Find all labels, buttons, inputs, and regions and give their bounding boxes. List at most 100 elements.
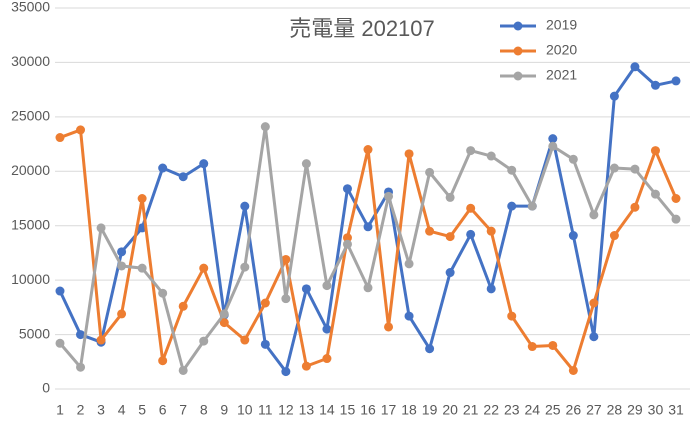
legend-marker bbox=[513, 71, 523, 81]
data-point bbox=[219, 309, 229, 319]
data-point bbox=[96, 223, 106, 233]
y-tick-label: 35000 bbox=[11, 0, 50, 15]
data-point bbox=[342, 233, 352, 243]
data-point bbox=[240, 262, 250, 272]
x-tick-label: 13 bbox=[299, 402, 315, 418]
data-point bbox=[589, 332, 599, 342]
data-point bbox=[260, 339, 270, 349]
data-point bbox=[384, 191, 394, 201]
x-tick-label: 27 bbox=[586, 402, 602, 418]
data-point bbox=[322, 324, 332, 334]
data-point bbox=[178, 301, 188, 311]
data-point bbox=[76, 330, 86, 340]
data-point bbox=[650, 189, 660, 199]
x-tick-label: 24 bbox=[524, 402, 540, 418]
x-tick-label: 22 bbox=[483, 402, 499, 418]
data-point bbox=[199, 159, 209, 169]
y-tick-label: 30000 bbox=[11, 53, 50, 69]
data-point bbox=[363, 283, 373, 293]
data-point bbox=[158, 288, 168, 298]
data-point bbox=[178, 172, 188, 182]
data-point bbox=[650, 80, 660, 90]
data-point bbox=[671, 76, 681, 86]
data-point bbox=[425, 226, 435, 236]
data-point bbox=[589, 210, 599, 220]
data-point bbox=[117, 261, 127, 271]
data-point bbox=[322, 354, 332, 364]
x-tick-label: 15 bbox=[340, 402, 356, 418]
y-tick-label: 15000 bbox=[11, 216, 50, 232]
data-point bbox=[219, 318, 229, 328]
data-point bbox=[260, 298, 270, 308]
data-point bbox=[548, 340, 558, 350]
data-point bbox=[507, 311, 517, 321]
data-point bbox=[609, 163, 619, 173]
data-point bbox=[466, 203, 476, 213]
x-tick-label: 28 bbox=[607, 402, 623, 418]
data-point bbox=[260, 122, 270, 132]
x-tick-label: 29 bbox=[627, 402, 643, 418]
data-point bbox=[199, 336, 209, 346]
legend-label: 2021 bbox=[546, 67, 577, 83]
data-point bbox=[404, 311, 414, 321]
data-point bbox=[301, 284, 311, 294]
data-point bbox=[568, 365, 578, 375]
data-point bbox=[55, 286, 65, 296]
data-point bbox=[609, 231, 619, 241]
series-line bbox=[58, 65, 677, 374]
data-point bbox=[609, 91, 619, 101]
data-point bbox=[486, 284, 496, 294]
x-tick-label: 31 bbox=[668, 402, 684, 418]
data-point bbox=[568, 154, 578, 164]
data-point bbox=[240, 201, 250, 211]
data-point bbox=[96, 335, 106, 345]
legend-label: 2020 bbox=[546, 42, 577, 58]
data-point bbox=[404, 149, 414, 159]
x-tick-label: 11 bbox=[258, 402, 273, 418]
x-tick-label: 30 bbox=[648, 402, 664, 418]
y-tick-label: 10000 bbox=[11, 271, 50, 287]
data-point bbox=[342, 184, 352, 194]
data-point bbox=[322, 281, 332, 291]
data-point bbox=[55, 133, 65, 143]
data-point bbox=[671, 194, 681, 203]
y-tick-label: 20000 bbox=[11, 162, 50, 178]
x-tick-label: 25 bbox=[545, 402, 561, 418]
x-tick-label: 7 bbox=[179, 402, 187, 418]
data-point bbox=[486, 226, 496, 236]
data-point bbox=[466, 146, 476, 156]
data-point bbox=[384, 322, 394, 332]
data-point bbox=[425, 344, 435, 354]
x-tick-label: 12 bbox=[278, 402, 294, 418]
x-tick-label: 4 bbox=[118, 402, 126, 418]
data-point bbox=[630, 202, 640, 212]
legend-label: 2019 bbox=[546, 17, 577, 33]
x-tick-label: 21 bbox=[463, 402, 479, 418]
y-tick-label: 25000 bbox=[11, 108, 50, 124]
x-tick-label: 5 bbox=[138, 402, 146, 418]
data-point bbox=[425, 167, 435, 177]
data-point bbox=[137, 263, 147, 273]
legend-marker bbox=[513, 46, 523, 56]
x-tick-label: 9 bbox=[220, 402, 228, 418]
data-point bbox=[281, 254, 291, 264]
x-tick-label: 17 bbox=[381, 402, 397, 418]
data-point bbox=[404, 259, 414, 269]
data-point bbox=[589, 298, 599, 308]
data-point bbox=[199, 263, 209, 273]
x-tick-label: 20 bbox=[442, 402, 458, 418]
data-point bbox=[650, 146, 660, 156]
data-point bbox=[281, 294, 291, 304]
data-point bbox=[486, 151, 496, 161]
y-tick-label: 0 bbox=[42, 380, 50, 396]
y-tick-label: 5000 bbox=[19, 325, 50, 341]
data-point bbox=[55, 338, 65, 348]
data-point bbox=[445, 192, 455, 202]
data-point bbox=[568, 231, 578, 241]
x-tick-label: 8 bbox=[200, 402, 208, 418]
x-tick-label: 23 bbox=[504, 402, 520, 418]
data-point bbox=[548, 134, 558, 144]
data-point bbox=[158, 163, 168, 173]
x-tick-label: 16 bbox=[360, 402, 376, 418]
